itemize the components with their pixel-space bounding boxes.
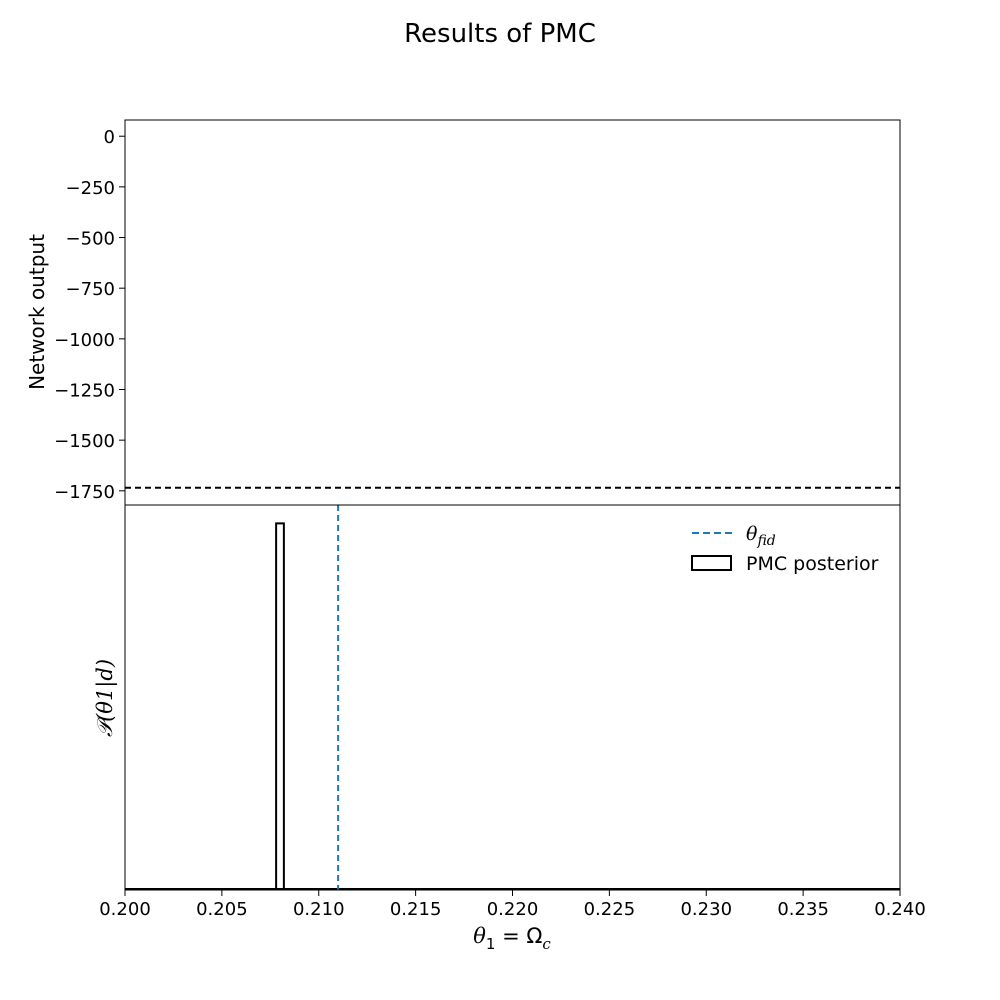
x-tick-label: 0.240	[874, 899, 926, 920]
top-y-ticks: 0 −250 −500 −750 −1000 −1250 −1500 −1750	[54, 127, 125, 503]
legend-swatch-box	[691, 555, 732, 571]
x-tick-label: 0.210	[293, 899, 345, 920]
top-y-tick-label: −500	[66, 229, 115, 250]
legend-label-theta-fid: θfid	[746, 523, 776, 549]
top-panel: 0 −250 −500 −750 −1000 −1250 −1500 −1750 Networ…	[25, 119, 901, 506]
top-y-axis-label: Network output	[25, 234, 49, 390]
top-y-tick-label: −1500	[54, 431, 115, 452]
top-y-tick-label: −750	[66, 279, 115, 300]
top-y-tick-label: 0	[104, 127, 115, 148]
legend-entry-theta-fid: θfid	[692, 523, 776, 549]
legend: θfid PMC posterior	[691, 523, 879, 575]
bottom-y-axis-label: 𝒫(θ1|d)	[93, 659, 118, 737]
x-tick-label: 0.235	[777, 899, 829, 920]
x-tick-label: 0.205	[196, 899, 248, 920]
top-y-tick-label: −1750	[54, 482, 115, 503]
histogram-bins	[125, 522, 900, 890]
x-ticks: 0.200 0.205 0.210 0.215 0.220 0.225 0.230 0.235…	[99, 890, 926, 920]
x-tick-label: 0.215	[390, 899, 442, 920]
bottom-panel: 0.200 0.205 0.210 0.215 0.220 0.225 0.230 0.235…	[93, 504, 926, 953]
chart-title: Results of PMC	[404, 19, 596, 49]
x-tick-label: 0.220	[487, 899, 539, 920]
legend-entry-pmc-posterior: PMC posterior	[691, 553, 879, 575]
legend-label-pmc-posterior: PMC posterior	[746, 553, 879, 575]
top-y-tick-label: −1250	[54, 381, 115, 402]
x-tick-label: 0.225	[584, 899, 636, 920]
posterior-bin	[275, 522, 285, 890]
top-y-tick-label: −250	[66, 178, 115, 199]
top-panel-frame	[124, 119, 901, 506]
x-axis-label: θ1 = Ωc	[473, 924, 551, 953]
x-tick-label: 0.200	[99, 899, 151, 920]
top-y-tick-label: −1000	[54, 330, 115, 351]
x-tick-label: 0.230	[680, 899, 732, 920]
